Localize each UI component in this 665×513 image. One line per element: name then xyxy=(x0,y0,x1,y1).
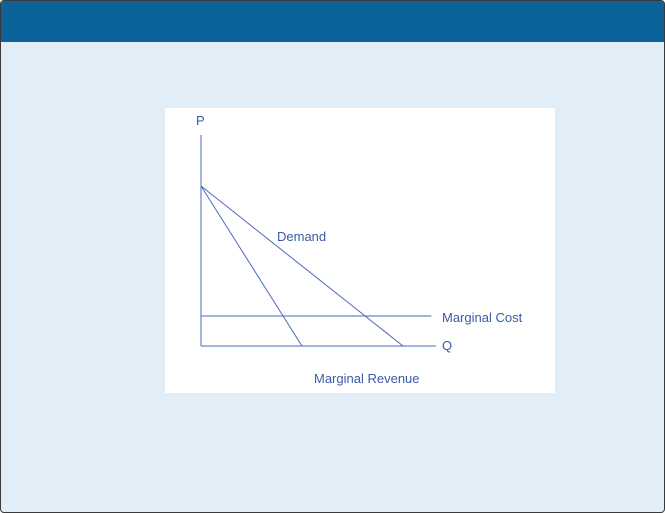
y-axis-label: P xyxy=(196,113,205,128)
header-bar xyxy=(1,1,664,42)
marginal-cost-label: Marginal Cost xyxy=(442,310,523,325)
demand-label: Demand xyxy=(277,229,326,244)
demand-line xyxy=(200,185,404,347)
x-axis-label: Q xyxy=(442,338,452,353)
marginal-revenue-label: Marginal Revenue xyxy=(314,371,420,386)
marginal-revenue-line xyxy=(200,185,303,347)
economics-chart: P Q Demand Marginal Revenue Marginal Cos… xyxy=(196,113,523,386)
chart-panel: P Q Demand Marginal Revenue Marginal Cos… xyxy=(165,108,555,393)
